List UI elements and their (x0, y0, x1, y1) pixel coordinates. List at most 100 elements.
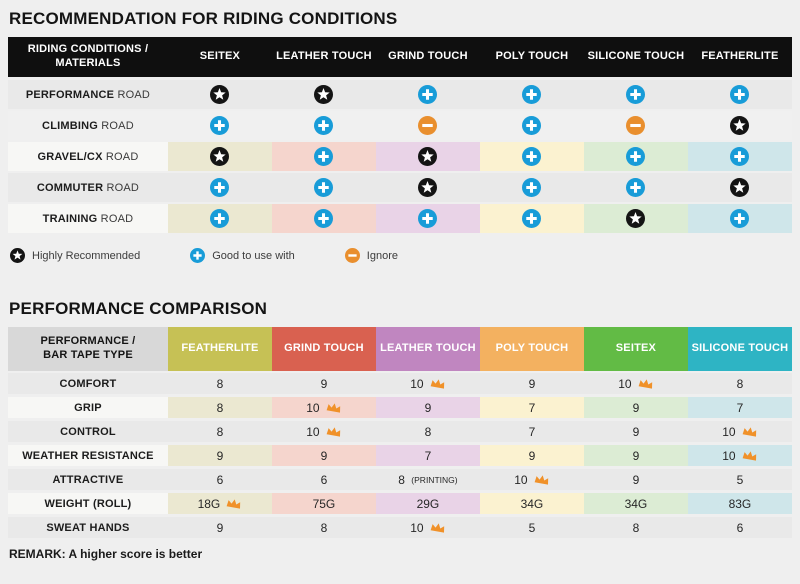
score-value: 8 (PRINTING) (398, 472, 458, 487)
column-header-silicone-touch: SILICONE TOUCH (583, 37, 688, 77)
performance-header-label: PERFORMANCE / BAR TAPE TYPE (8, 327, 168, 371)
star-icon (210, 85, 230, 104)
score-value: 7 (528, 400, 536, 415)
score-cell: 6 (272, 469, 376, 490)
plus-icon (730, 85, 750, 104)
plus-icon (210, 116, 230, 135)
score-cell: 5 (688, 469, 792, 490)
rating-cell (272, 173, 376, 202)
plus-icon (210, 178, 230, 197)
crown-icon (325, 425, 343, 439)
score-value: 5 (528, 520, 536, 535)
plus-icon (522, 116, 542, 135)
performance-comparison-table: PERFORMANCE / BAR TAPE TYPE FEATHERLITE GR… (8, 327, 792, 538)
legend-label: Highly Recommended (32, 249, 141, 262)
column-header-leather-touch: LEATHER TOUCH (271, 37, 376, 77)
score-value: 75G (312, 496, 336, 511)
rating-cell (271, 142, 376, 171)
riding-condition-row: TRAINING ROAD (8, 204, 792, 233)
plus-icon (522, 209, 542, 228)
score-cell: 7 (479, 397, 584, 418)
score-value: 6 (736, 520, 744, 535)
riding-conditions-header-row: RIDING CONDITIONS / MATERIALS SEITEX LEATH… (8, 37, 792, 77)
plus-icon (314, 209, 334, 228)
score-value: 6 (216, 472, 224, 487)
score-value: 7 (528, 424, 536, 439)
score-cell: 5 (480, 517, 584, 538)
column-header-featherlite: FEATHERLITE (167, 327, 272, 371)
plus-icon (522, 178, 542, 197)
score-cell: 6 (688, 517, 792, 538)
plus-icon (210, 209, 230, 228)
rating-cell (167, 142, 272, 171)
score-value: 8 (632, 520, 640, 535)
score-cell: 9 (272, 373, 376, 394)
crown-icon (533, 473, 551, 487)
star-icon (730, 116, 750, 135)
score-cell: 10 (584, 373, 688, 394)
crown-icon (741, 449, 759, 463)
rating-cell (583, 204, 688, 233)
crown-icon (429, 521, 447, 535)
plus-icon (190, 248, 206, 263)
score-value: 7 (424, 448, 432, 463)
score-value: 8 (736, 376, 744, 391)
rating-cell (272, 111, 376, 140)
score-cell: 9 (479, 445, 584, 466)
score-cell: 10 (272, 421, 376, 442)
score-cell: 29G (375, 493, 480, 514)
row-label: CLIMBING ROAD (42, 119, 134, 132)
row-label: ATTRACTIVE (52, 473, 124, 486)
rating-cell (375, 142, 480, 171)
score-value: 34G (520, 496, 544, 511)
score-cell: 9 (584, 469, 688, 490)
score-cell: 8 (168, 421, 272, 442)
rating-cell (376, 80, 480, 109)
score-value: 29G (416, 496, 440, 511)
section-gap (0, 263, 800, 290)
riding-condition-row: PERFORMANCE ROAD (8, 80, 792, 109)
score-value: 9 (320, 376, 328, 391)
row-label: PERFORMANCE ROAD (25, 88, 151, 101)
score-cell: 7 (687, 397, 792, 418)
performance-row: ATTRACTIVE 6 6 8 (PRINTING) 10 9 5 (8, 469, 792, 490)
crown-icon (637, 377, 655, 391)
score-cell: 9 (480, 373, 584, 394)
row-label: CONTROL (60, 425, 116, 438)
score-value: 6 (320, 472, 328, 487)
riding-condition-row: COMMUTER ROAD (8, 173, 792, 202)
crown-icon (741, 425, 759, 439)
riding-conditions-header-label: RIDING CONDITIONS / MATERIALS (8, 37, 168, 77)
plus-icon (626, 178, 646, 197)
score-value: 10 (618, 377, 653, 391)
star-icon (626, 209, 646, 228)
score-value: 9 (216, 448, 224, 463)
rating-cell (375, 204, 480, 233)
star-icon (730, 178, 750, 197)
column-header-grind-touch: GRIND TOUCH (375, 37, 480, 77)
plus-icon (418, 85, 438, 104)
score-cell: 9 (583, 397, 688, 418)
rating-cell (480, 111, 584, 140)
score-cell: 10 (480, 469, 584, 490)
row-label: GRIP (8, 397, 168, 418)
score-value: 10 (410, 521, 445, 535)
score-cell: 8 (376, 421, 480, 442)
score-value: 8 (216, 400, 224, 415)
score-cell: 6 (168, 469, 272, 490)
score-cell: 18G (167, 493, 272, 514)
rating-cell (479, 204, 584, 233)
rating-cell (479, 142, 584, 171)
row-label: GRAVEL/CX ROAD (8, 142, 168, 171)
crown-icon (429, 377, 447, 391)
rating-cell (168, 111, 272, 140)
row-label: COMFORT (59, 377, 117, 390)
performance-comparison-title: PERFORMANCE COMPARISON (9, 299, 268, 318)
score-value: 9 (632, 400, 640, 415)
score-cell: 9 (271, 445, 376, 466)
column-header-leather-touch: LEATHER TOUCH (375, 327, 480, 371)
score-cell: 8 (PRINTING) (376, 469, 480, 490)
score-value: 9 (632, 448, 640, 463)
score-cell: 10 (376, 517, 480, 538)
rating-cell (376, 111, 480, 140)
